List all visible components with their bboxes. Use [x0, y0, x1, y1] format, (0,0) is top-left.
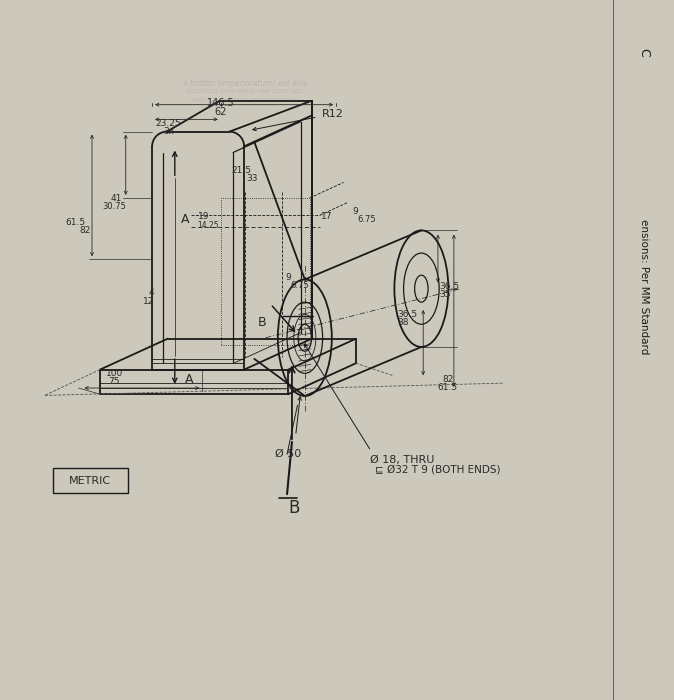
Text: 23.25: 23.25: [156, 119, 181, 128]
Text: 35: 35: [439, 290, 451, 299]
Text: 41: 41: [110, 194, 121, 203]
Text: 19: 19: [197, 212, 209, 221]
Text: 62: 62: [214, 107, 227, 117]
Text: 17: 17: [321, 212, 333, 220]
Text: A: A: [185, 373, 193, 386]
Text: 38: 38: [398, 318, 409, 327]
Text: 33: 33: [246, 174, 257, 183]
Text: 9: 9: [286, 273, 292, 282]
Text: C: C: [637, 48, 650, 57]
Text: 6.75: 6.75: [358, 215, 376, 224]
Text: 30.75: 30.75: [102, 202, 126, 211]
Text: 36.5: 36.5: [398, 310, 418, 319]
Text: METRIC: METRIC: [69, 475, 111, 486]
Text: 3x: 3x: [163, 127, 175, 136]
Text: B: B: [288, 499, 300, 517]
Text: 6.75: 6.75: [290, 281, 309, 290]
Text: 82: 82: [443, 375, 454, 384]
Text: 61.5: 61.5: [437, 384, 458, 392]
Text: A: A: [181, 214, 189, 227]
Text: a button (imperioratum) est illus: a button (imperioratum) est illus: [183, 78, 307, 88]
Text: with so much to see and other: with so much to see and other: [192, 97, 299, 103]
Text: 61.5: 61.5: [66, 218, 86, 228]
Text: Ø 50: Ø 50: [275, 449, 301, 459]
Text: R12: R12: [322, 108, 344, 119]
Text: B: B: [257, 316, 266, 329]
Text: 12: 12: [143, 297, 154, 306]
Text: 36.5: 36.5: [439, 281, 459, 290]
Text: ensions: Per MM Standard: ensions: Per MM Standard: [639, 219, 648, 355]
Text: Ø 18, THRU: Ø 18, THRU: [371, 455, 435, 465]
Text: 82: 82: [80, 226, 91, 235]
Text: 100: 100: [105, 369, 123, 377]
Text: 14.25: 14.25: [197, 221, 219, 230]
Text: beckfield-cum state-law term sec.: beckfield-cum state-law term sec.: [186, 88, 305, 95]
Text: ⊑ Ø32 T 9 (BOTH ENDS): ⊑ Ø32 T 9 (BOTH ENDS): [375, 465, 501, 475]
Text: 21.5: 21.5: [231, 166, 251, 175]
Text: 75: 75: [109, 377, 120, 386]
Text: 4: 4: [149, 288, 154, 298]
Text: 9: 9: [353, 207, 359, 216]
Text: 146.5: 146.5: [207, 98, 235, 108]
